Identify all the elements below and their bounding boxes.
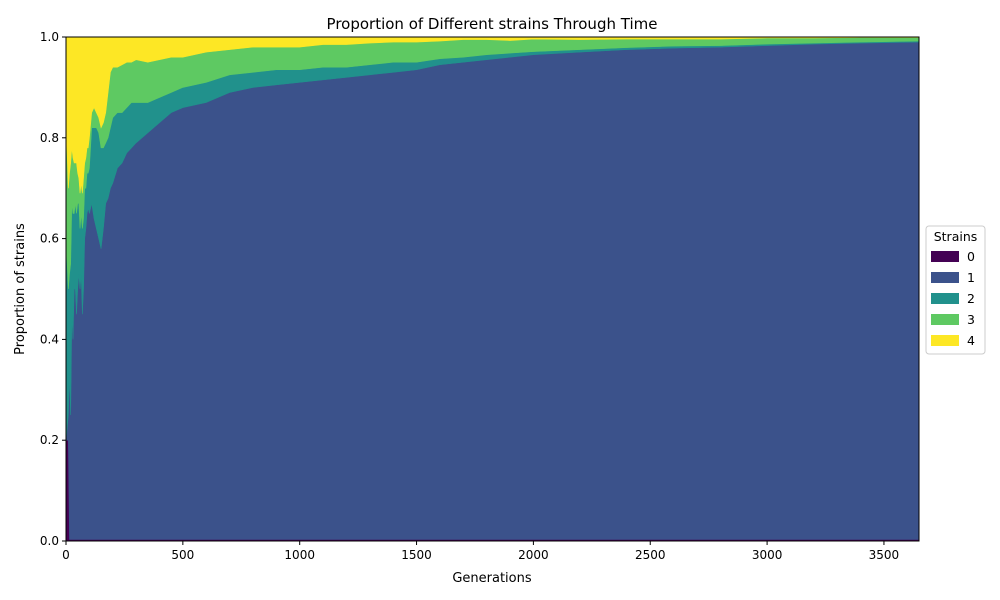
x-tick-label: 1500: [401, 548, 432, 562]
legend-label-1: 1: [967, 270, 975, 285]
legend-label-2: 2: [967, 291, 975, 306]
area-layers: [65, 36, 920, 542]
legend-swatch-3: [931, 314, 959, 325]
chart-title: Proportion of Different strains Through …: [327, 15, 658, 33]
y-tick-label: 0.4: [40, 332, 59, 346]
y-tick-label: 1.0: [40, 30, 59, 44]
x-tick-label: 500: [171, 548, 194, 562]
legend-swatch-1: [931, 272, 959, 283]
legend-swatch-2: [931, 293, 959, 304]
x-tick-label: 0: [62, 548, 70, 562]
x-axis-ticks: 0 500 1000 1500 2000 2500 3000 3500: [62, 541, 899, 562]
x-tick-label: 3500: [869, 548, 900, 562]
area-strain-1: [65, 41, 920, 542]
legend-swatch-4: [931, 335, 959, 346]
y-tick-label: 0.2: [40, 433, 59, 447]
legend-frame: [925, 225, 986, 355]
y-tick-label: 0.8: [40, 131, 59, 145]
legend-label-4: 4: [967, 333, 975, 348]
plot-frame: [65, 36, 920, 542]
legend-label-3: 3: [967, 312, 975, 327]
legend-label-0: 0: [967, 249, 975, 264]
legend-swatch-0: [931, 251, 959, 262]
y-axis-label: Proportion of strains: [13, 223, 28, 355]
x-tick-label: 1000: [284, 548, 315, 562]
y-axis-ticks: 0.0 0.2 0.4 0.6 0.8 1.0: [40, 30, 66, 548]
x-tick-label: 3000: [752, 548, 783, 562]
legend: Strains 0 1 2 3 4: [925, 225, 986, 355]
y-tick-label: 0.6: [40, 232, 59, 246]
x-tick-label: 2500: [635, 548, 666, 562]
x-tick-label: 2000: [518, 548, 549, 562]
legend-title: Strains: [934, 229, 978, 244]
x-axis-label: Generations: [452, 571, 532, 586]
y-tick-label: 0.0: [40, 534, 59, 548]
